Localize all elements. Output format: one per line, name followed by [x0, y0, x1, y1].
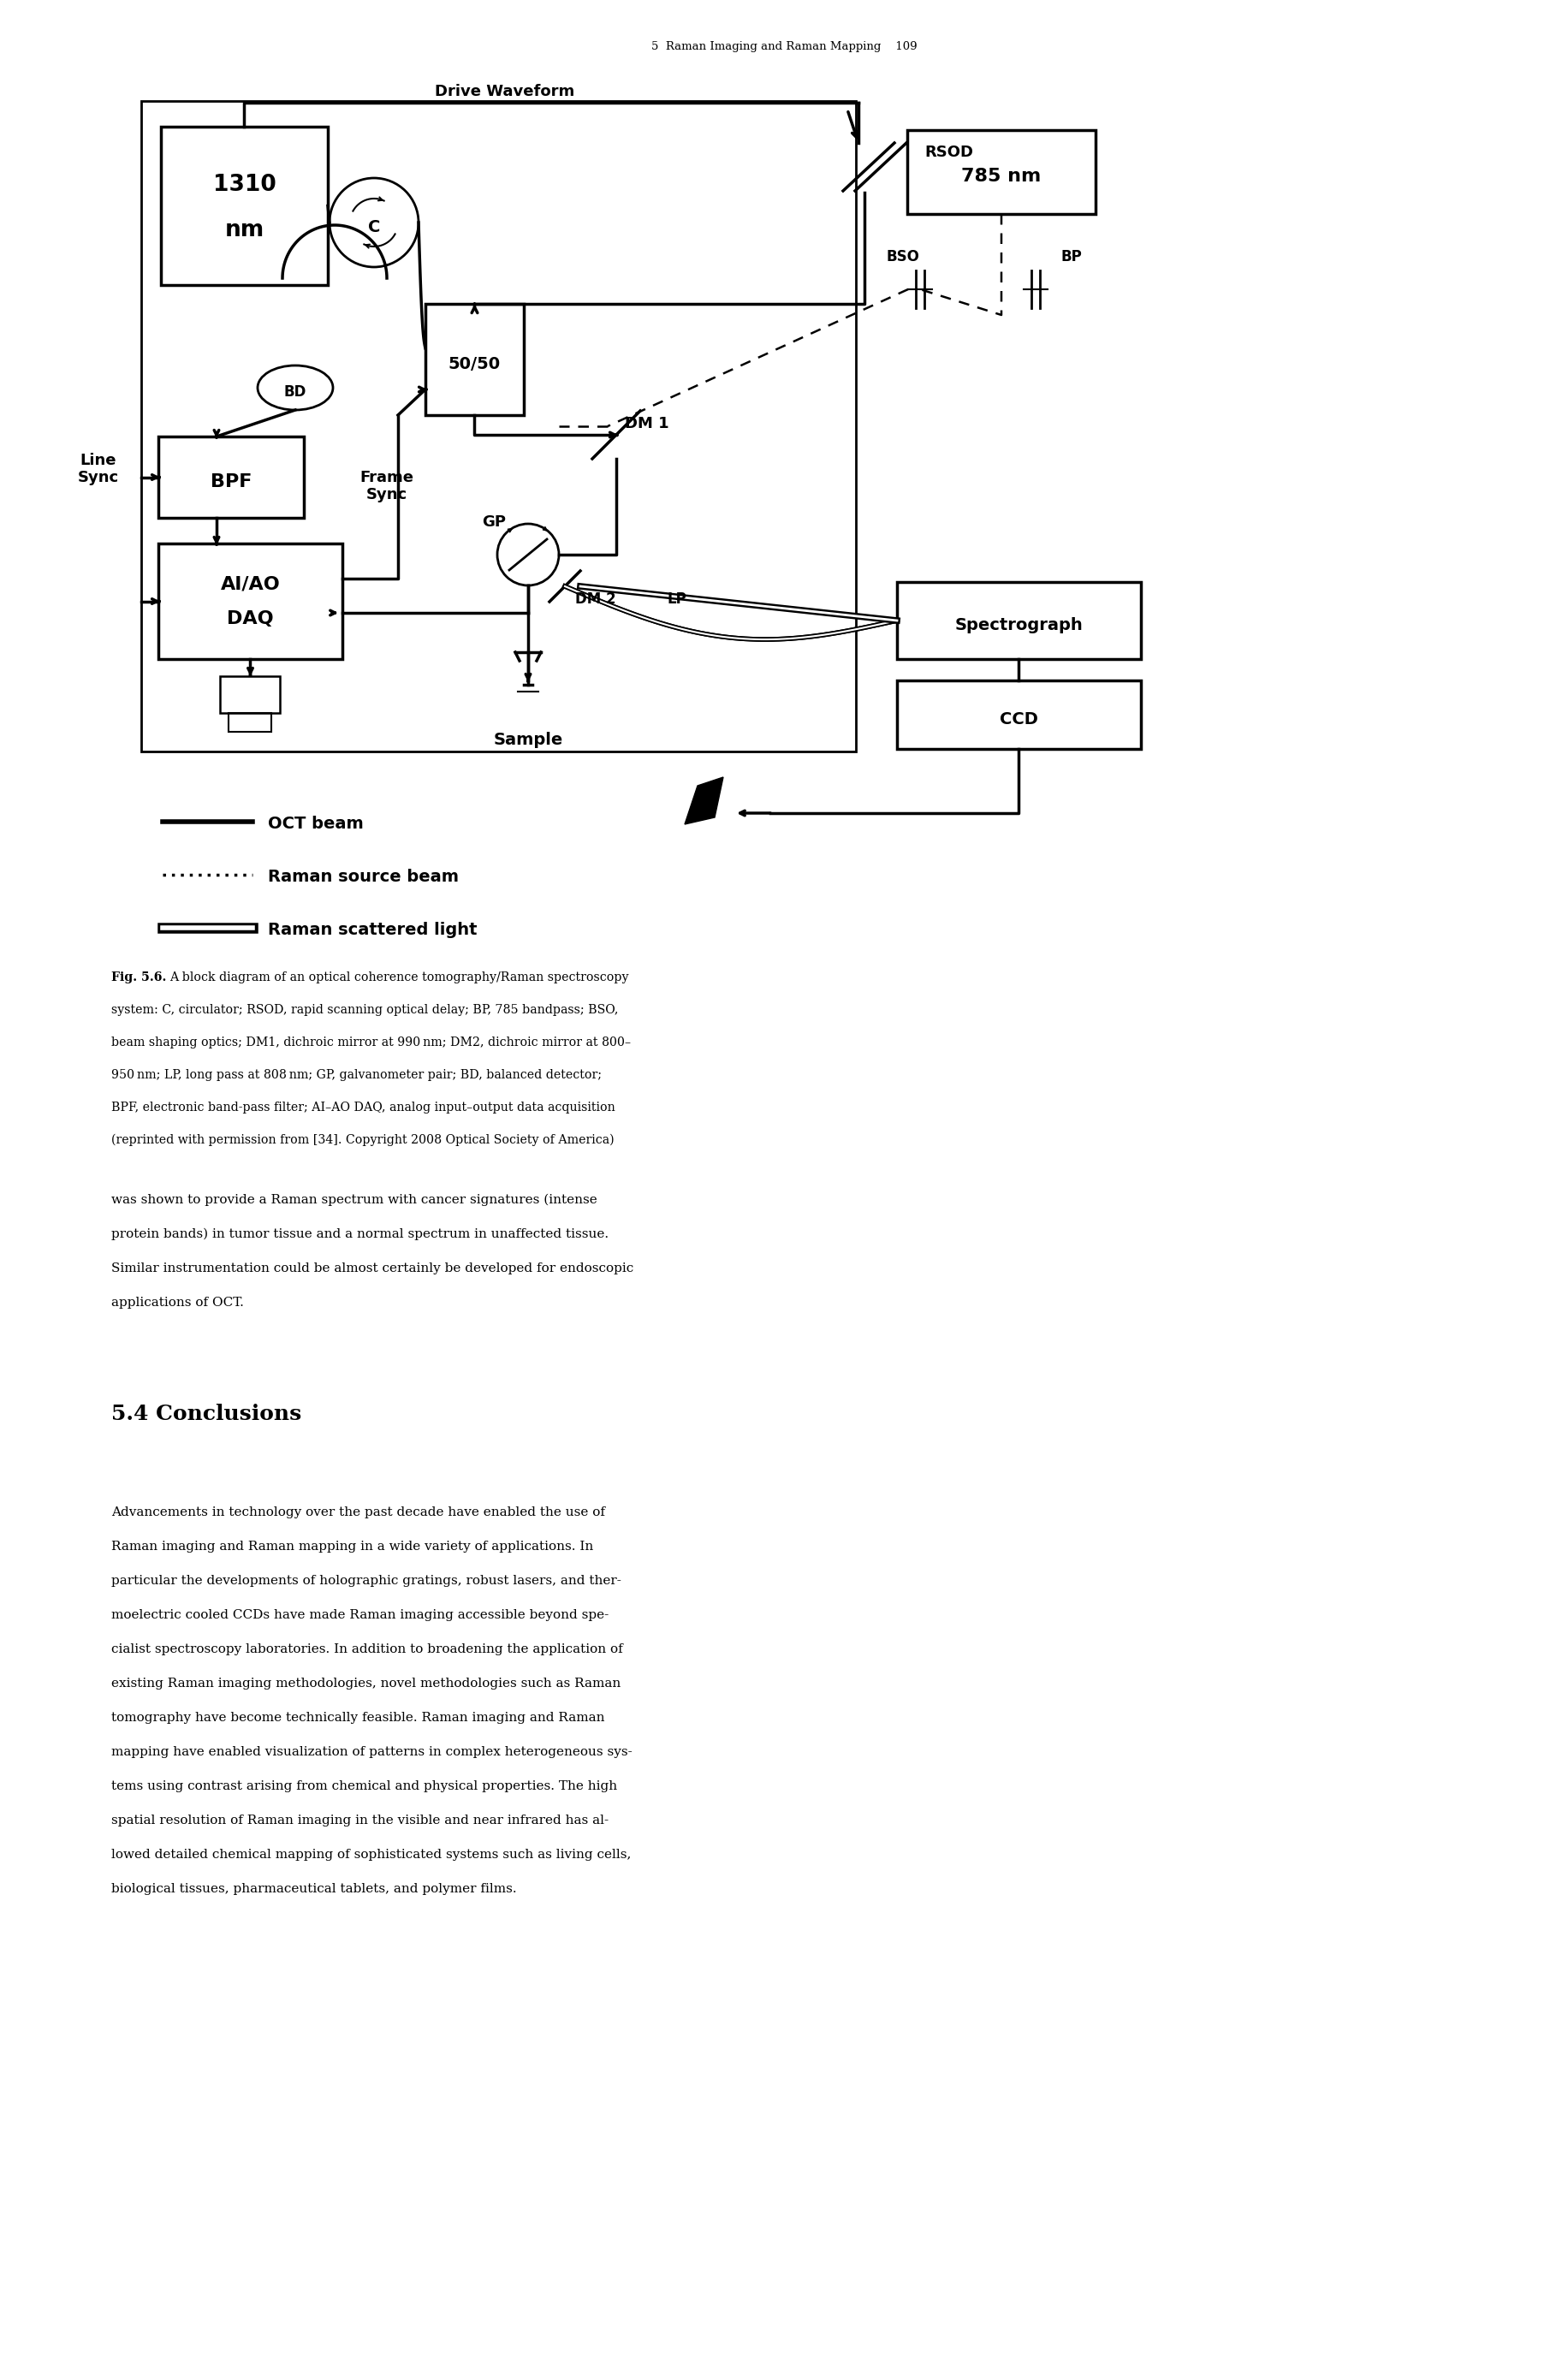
Text: applications of OCT.: applications of OCT. [111, 1297, 243, 1309]
Text: OCT beam: OCT beam [268, 815, 364, 832]
Bar [141, 102, 856, 751]
Text: Frame
Sync: Frame Sync [359, 470, 414, 504]
Bar [229, 713, 271, 732]
Text: tomography have become technically feasible. Raman imaging and Raman: tomography have become technically feasi… [111, 1711, 604, 1725]
Text: DM 1: DM 1 [624, 416, 668, 432]
Text: C: C [367, 219, 379, 235]
Polygon shape [684, 777, 723, 824]
Text: Line
Sync: Line Sync [78, 451, 119, 485]
Bar [897, 582, 1140, 658]
Text: lowed detailed chemical mapping of sophisticated systems such as living cells,: lowed detailed chemical mapping of sophi… [111, 1849, 630, 1860]
Text: 5.4 Conclusions: 5.4 Conclusions [111, 1404, 301, 1423]
Text: Similar instrumentation could be almost certainly be developed for endoscopic: Similar instrumentation could be almost … [111, 1262, 633, 1274]
Text: Sample: Sample [492, 732, 563, 748]
Bar [906, 131, 1094, 214]
Text: tems using contrast arising from chemical and physical properties. The high: tems using contrast arising from chemica… [111, 1780, 616, 1792]
Text: (reprinted with permission from [34]. Copyright 2008 Optical Society of America): (reprinted with permission from [34]. Co… [111, 1133, 615, 1145]
Bar [897, 680, 1140, 748]
Text: GP: GP [481, 513, 505, 530]
Text: A block diagram of an optical coherence tomography/Raman spectroscopy: A block diagram of an optical coherence … [169, 972, 629, 984]
Text: AI/AO: AI/AO [221, 575, 281, 592]
Text: nm: nm [224, 219, 263, 240]
Bar [158, 437, 304, 518]
Text: cialist spectroscopy laboratories. In addition to broadening the application of: cialist spectroscopy laboratories. In ad… [111, 1644, 622, 1656]
Text: Spectrograph: Spectrograph [955, 618, 1082, 632]
Text: BPF: BPF [210, 473, 251, 489]
Bar [425, 304, 524, 416]
Text: beam shaping optics; DM1, dichroic mirror at 990 nm; DM2, dichroic mirror at 800: beam shaping optics; DM1, dichroic mirro… [111, 1036, 630, 1048]
Text: mapping have enabled visualization of patterns in complex heterogeneous sys-: mapping have enabled visualization of pa… [111, 1746, 632, 1758]
Text: 1310: 1310 [213, 173, 276, 195]
Text: Drive Waveform: Drive Waveform [434, 83, 574, 100]
Text: Fig. 5.6.: Fig. 5.6. [111, 972, 166, 984]
Text: DAQ: DAQ [227, 611, 273, 627]
Text: 50/50: 50/50 [448, 356, 500, 373]
Text: LP: LP [668, 592, 687, 606]
Text: DM 2: DM 2 [575, 592, 616, 606]
Text: RSOD: RSOD [924, 145, 972, 159]
Text: Raman imaging and Raman mapping in a wide variety of applications. In: Raman imaging and Raman mapping in a wid… [111, 1540, 593, 1552]
Text: Raman scattered light: Raman scattered light [268, 922, 477, 939]
Text: BD: BD [284, 385, 306, 399]
Text: 785 nm: 785 nm [961, 169, 1041, 185]
Text: protein bands) in tumor tissue and a normal spectrum in unaffected tissue.: protein bands) in tumor tissue and a nor… [111, 1228, 608, 1240]
Text: moelectric cooled CCDs have made Raman imaging accessible beyond spe-: moelectric cooled CCDs have made Raman i… [111, 1609, 608, 1620]
Bar [162, 126, 328, 285]
Text: Advancements in technology over the past decade have enabled the use of: Advancements in technology over the past… [111, 1506, 605, 1518]
Bar [158, 544, 342, 658]
Text: BSO: BSO [886, 249, 919, 264]
Text: existing Raman imaging methodologies, novel methodologies such as Raman: existing Raman imaging methodologies, no… [111, 1677, 621, 1689]
Text: BPF, electronic band-pass filter; AI–AO DAQ, analog input–output data acquisitio: BPF, electronic band-pass filter; AI–AO … [111, 1102, 615, 1114]
Text: 5  Raman Imaging and Raman Mapping    109: 5 Raman Imaging and Raman Mapping 109 [651, 40, 916, 52]
Text: system: C, circulator; RSOD, rapid scanning optical delay; BP, 785 bandpass; BSO: system: C, circulator; RSOD, rapid scann… [111, 1005, 618, 1017]
Text: was shown to provide a Raman spectrum with cancer signatures (intense: was shown to provide a Raman spectrum wi… [111, 1195, 597, 1207]
Text: Raman source beam: Raman source beam [268, 867, 458, 884]
Text: spatial resolution of Raman imaging in the visible and near infrared has al-: spatial resolution of Raman imaging in t… [111, 1815, 608, 1827]
Text: particular the developments of holographic gratings, robust lasers, and ther-: particular the developments of holograph… [111, 1575, 621, 1587]
Text: 950 nm; LP, long pass at 808 nm; GP, galvanometer pair; BD, balanced detector;: 950 nm; LP, long pass at 808 nm; GP, gal… [111, 1069, 602, 1081]
Text: BP: BP [1060, 249, 1082, 264]
Text: biological tissues, pharmaceutical tablets, and polymer films.: biological tissues, pharmaceutical table… [111, 1884, 516, 1896]
Text: CCD: CCD [999, 710, 1038, 727]
